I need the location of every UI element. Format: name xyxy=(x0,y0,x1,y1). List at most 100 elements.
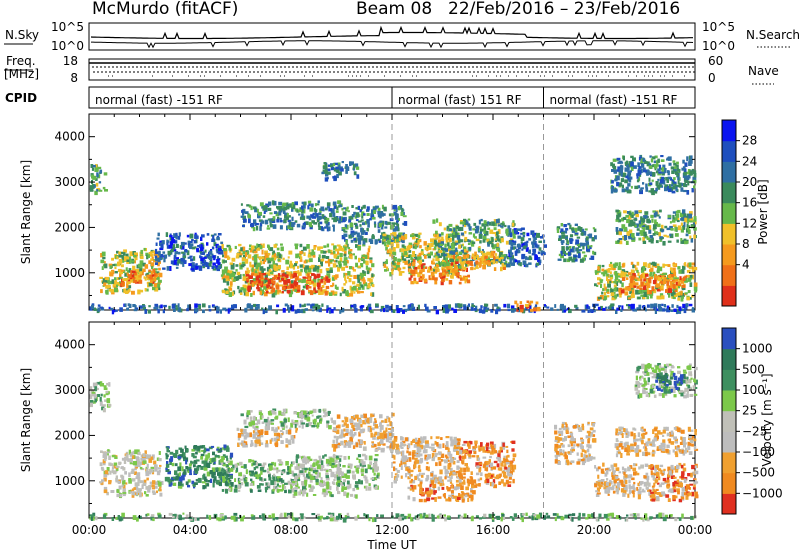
data-cell xyxy=(557,516,560,519)
data-cell xyxy=(242,287,244,290)
data-cell xyxy=(535,254,538,257)
data-cell xyxy=(454,265,457,269)
data-cell xyxy=(218,266,221,269)
data-cell xyxy=(682,285,686,288)
data-cell xyxy=(154,283,157,287)
data-cell xyxy=(570,239,573,244)
data-cell xyxy=(678,225,682,230)
data-cell xyxy=(279,485,281,487)
nsearch-tick-bottom: 10^0 xyxy=(702,39,735,53)
data-cell xyxy=(277,483,279,486)
data-cell xyxy=(622,263,625,267)
data-cell xyxy=(470,267,473,270)
data-cell xyxy=(670,228,673,231)
data-cell xyxy=(654,164,658,168)
data-cell xyxy=(537,307,541,311)
data-cell xyxy=(327,172,331,175)
data-cell xyxy=(480,305,482,308)
data-cell xyxy=(396,244,399,249)
data-cell xyxy=(293,204,296,209)
data-cell xyxy=(339,216,341,220)
data-cell xyxy=(338,220,341,223)
data-cell xyxy=(268,515,271,518)
data-cell xyxy=(628,237,632,239)
data-cell xyxy=(383,308,385,312)
data-cell xyxy=(176,267,179,269)
data-cell xyxy=(234,489,238,493)
data-cell xyxy=(105,470,109,474)
data-cell xyxy=(371,263,374,267)
data-cell xyxy=(333,202,337,206)
data-cell xyxy=(372,234,374,237)
data-cell xyxy=(425,307,429,311)
data-cell xyxy=(654,307,656,311)
data-cell xyxy=(668,215,672,218)
data-cell xyxy=(259,226,262,231)
data-cell xyxy=(609,281,611,284)
data-cell xyxy=(104,172,108,175)
data-cell xyxy=(468,219,470,221)
data-cell xyxy=(436,310,439,315)
data-cell xyxy=(128,478,131,481)
data-cell xyxy=(124,460,126,464)
data-cell xyxy=(487,221,489,224)
nave-label: Nave xyxy=(748,64,779,78)
data-cell xyxy=(281,247,284,252)
data-cell xyxy=(632,290,635,294)
data-cell xyxy=(654,274,656,279)
data-cell xyxy=(343,283,346,286)
data-cell xyxy=(138,275,142,277)
data-cell xyxy=(222,308,226,311)
data-cell xyxy=(686,297,690,301)
data-cell xyxy=(230,281,233,285)
data-cell xyxy=(447,226,449,229)
data-cell xyxy=(575,233,579,235)
data-cell xyxy=(305,308,308,311)
data-cell xyxy=(427,254,431,256)
data-cell xyxy=(677,220,680,222)
data-cell xyxy=(209,251,213,255)
data-cell xyxy=(350,222,352,226)
data-cell xyxy=(520,305,524,310)
data-cell xyxy=(352,267,354,270)
data-cell xyxy=(345,240,348,244)
data-cell xyxy=(99,190,103,192)
data-cell xyxy=(347,207,349,210)
data-cell xyxy=(164,255,167,259)
data-cell xyxy=(636,233,640,236)
data-cell xyxy=(543,252,546,255)
data-cell xyxy=(690,155,692,159)
data-cell xyxy=(156,491,158,494)
data-cell xyxy=(229,288,232,291)
data-cell xyxy=(170,241,173,245)
data-cell xyxy=(363,241,366,245)
y-tick-label: 1000 xyxy=(54,266,85,280)
data-cell xyxy=(140,480,143,483)
data-cell xyxy=(321,276,324,279)
data-cell xyxy=(242,225,245,227)
data-cell xyxy=(345,515,347,517)
data-cell xyxy=(383,207,387,212)
data-cell xyxy=(253,304,256,307)
data-cell xyxy=(178,303,180,307)
data-cell xyxy=(637,179,639,182)
data-cell xyxy=(668,294,670,297)
data-cell xyxy=(370,279,373,282)
data-cell xyxy=(356,174,359,179)
data-cell xyxy=(191,239,194,241)
data-cell xyxy=(308,203,310,206)
data-cell xyxy=(389,213,391,216)
data-cell xyxy=(334,205,337,209)
data-cell xyxy=(304,202,307,206)
data-cell xyxy=(621,224,625,229)
data-cell xyxy=(393,309,396,313)
data-cell xyxy=(489,222,491,226)
data-cell xyxy=(124,303,126,307)
data-cell xyxy=(110,490,114,493)
data-cell xyxy=(204,467,208,471)
data-cell xyxy=(147,513,150,516)
data-cell xyxy=(118,516,121,519)
data-cell xyxy=(279,284,283,286)
data-cell xyxy=(693,220,696,222)
data-cell xyxy=(398,206,401,210)
